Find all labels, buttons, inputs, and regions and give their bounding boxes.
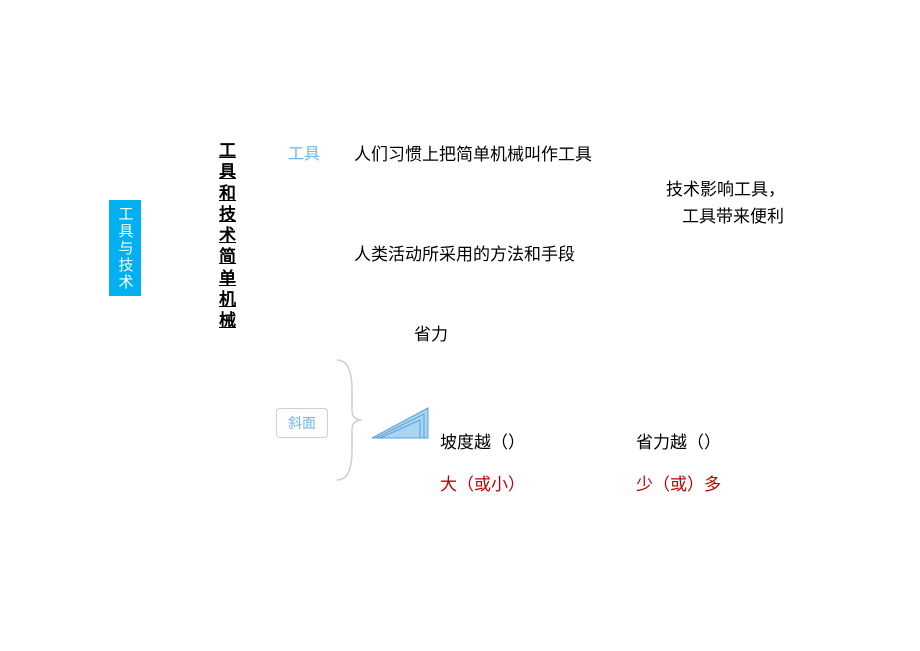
incline-node: 斜面 <box>276 408 328 438</box>
root-label: 工具与技术 <box>115 206 136 291</box>
level2-title: 工具和技术简单机械 <box>219 140 237 331</box>
save-question: 省力越（） <box>636 428 721 453</box>
incline-label: 斜面 <box>288 413 316 433</box>
slope-question: 坡度越（） <box>440 428 525 453</box>
tool-definition: 人们习惯上把简单机械叫作工具 <box>354 140 592 165</box>
save-answer: 少（或）多 <box>636 470 721 495</box>
slope-answer: 大（或小） <box>440 470 525 495</box>
tool-label: 工具 <box>288 140 320 164</box>
relation-line2: 工具带来便利 <box>682 202 784 227</box>
technology-definition: 人类活动所采用的方法和手段 <box>354 240 575 265</box>
bracket-connector <box>332 350 372 490</box>
save-effort-label: 省力 <box>414 320 448 345</box>
root-node: 工具与技术 <box>109 200 141 296</box>
relation-line1: 技术影响工具， <box>666 175 785 200</box>
ramp-icon <box>370 400 434 440</box>
